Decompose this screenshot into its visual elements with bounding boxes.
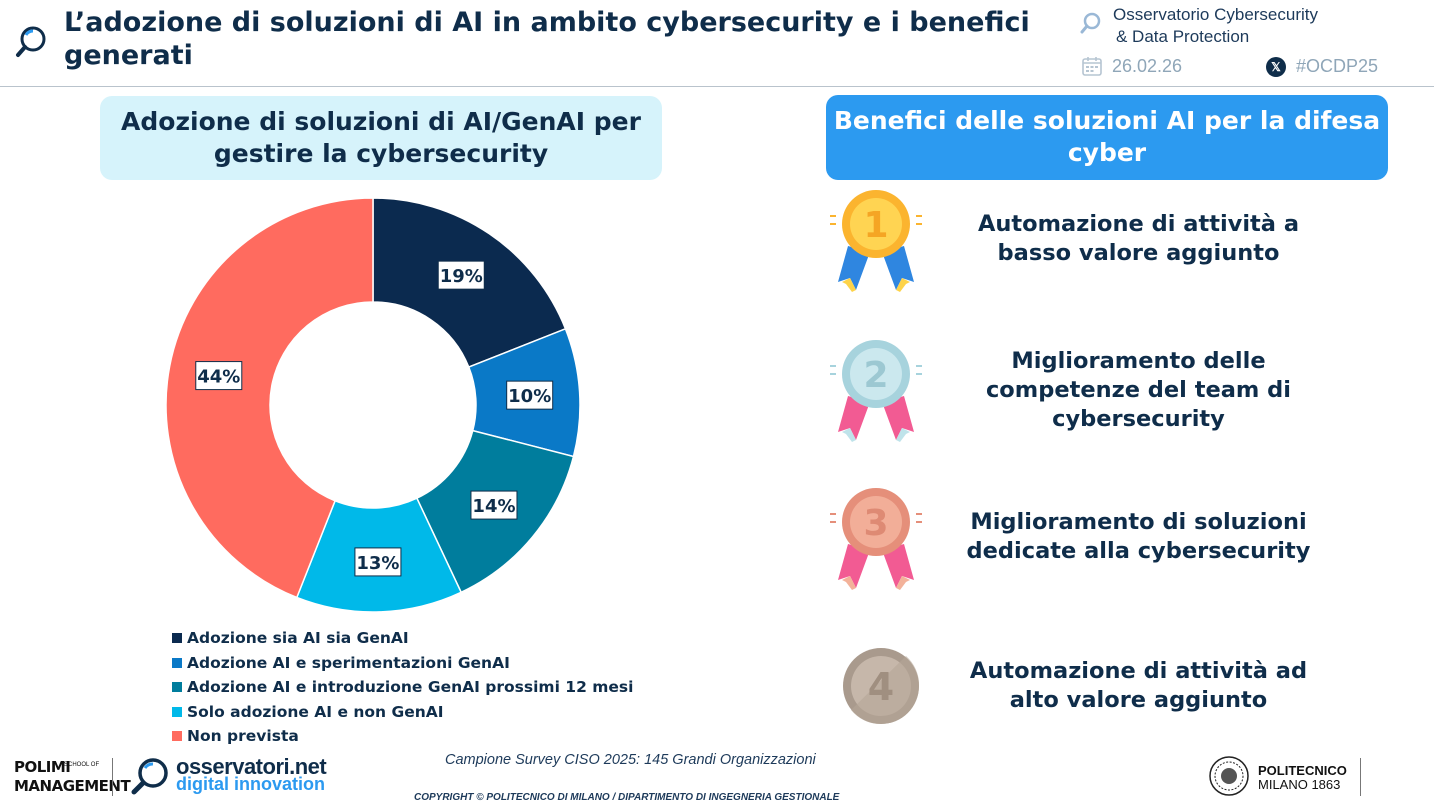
politecnico-name: POLITECNICO (1258, 763, 1347, 778)
legend-swatch (172, 706, 182, 717)
medal-rank-text: 4 (868, 665, 894, 709)
osservatori-sub: digital innovation (176, 774, 325, 794)
slice-label-box (506, 380, 554, 410)
slice-label-3: 14% (470, 490, 518, 520)
copyright-note: COPYRIGHT © POLITECNICO DI MILANO / DIPA… (414, 792, 840, 803)
slice-label-text: 13% (356, 553, 399, 574)
medal-rank-text: 1 (863, 205, 888, 246)
politecnico-city: MILANO 1863 (1258, 777, 1341, 792)
legend-item-2: Adozione AI e sperimentazioni GenAI (172, 651, 633, 676)
benefit-text-1: Automazione di attività a basso valore a… (977, 211, 1300, 266)
calendar-icon (1082, 57, 1102, 76)
polimi-logo: POLIMI SCHOOL OF MANAGEMENT (14, 758, 131, 798)
coin-medal-icon: 4 (843, 648, 920, 725)
legend-item-1: Adozione sia AI sia GenAI (172, 626, 633, 651)
sample-note: Campione Survey CISO 2025: 145 Grandi Or… (445, 752, 816, 768)
polimi-logo-line-1: POLIMI (14, 758, 71, 776)
footer-divider (1360, 758, 1361, 796)
legend-label: Adozione AI e introduzione GenAI prossim… (187, 678, 634, 697)
politecnico-logo: POLITECNICO MILANO 1863 (1208, 755, 1368, 799)
slice-label-5: 44% (195, 361, 243, 391)
legend-item-5: Non prevista (172, 724, 633, 749)
slice-label-text: 44% (197, 367, 240, 388)
legend-label: Non prevista (187, 727, 299, 746)
legend-label: Solo adozione AI e non GenAI (187, 702, 444, 721)
magnifier-logo-icon (16, 26, 46, 57)
politecnico-seal-icon (1209, 756, 1249, 796)
slice-label-text: 10% (508, 386, 551, 407)
observatory-line-1: Osservatorio Cybersecurity (1113, 5, 1319, 24)
event-hashtag: #OCDP25 (1296, 56, 1379, 76)
event-date: 26.02.26 (1112, 56, 1183, 76)
osservatori-name: osservatori.net (176, 754, 327, 779)
donut-slice-5 (165, 197, 374, 599)
page-title: L’adozione di soluzioni di AI in ambito … (64, 7, 1030, 71)
legend-swatch (172, 731, 182, 742)
slice-label-box (195, 361, 243, 391)
slice-label-box (354, 547, 402, 577)
slice-label-4: 13% (354, 547, 402, 577)
osservatori-logo: osservatori.net digital innovation (130, 754, 340, 800)
medal-rank-text: 2 (863, 355, 888, 396)
slice-label-box (470, 490, 518, 520)
polimi-logo-line-2: MANAGEMENT (14, 777, 131, 795)
silver-medal-icon: 2 (830, 340, 922, 442)
slice-label-text: 14% (472, 496, 515, 517)
legend-swatch (172, 682, 182, 693)
gold-medal-icon: 1 (830, 190, 922, 292)
donut-chart: 19% 10% 14% 13% 44% (165, 197, 581, 613)
x-logo-icon: 𝕏 (1266, 57, 1286, 77)
magnifier-icon (1080, 12, 1101, 34)
legend-swatch (172, 657, 182, 668)
polimi-logo-sub: SCHOOL OF (64, 762, 100, 768)
slice-label-box (437, 260, 485, 290)
bronze-medal-icon: 3 (830, 488, 922, 590)
legend-label: Adozione sia AI sia GenAI (187, 629, 409, 648)
slice-label-text: 19% (440, 266, 483, 287)
medal-rank-text: 3 (863, 503, 888, 544)
legend-swatch (172, 633, 182, 644)
magnifier-icon (131, 758, 168, 795)
legend-label: Adozione AI e sperimentazioni GenAI (187, 653, 510, 672)
observatory-line-2: & Data Protection (1116, 27, 1250, 46)
benefits-title: Benefici delle soluzioni AI per la difes… (826, 95, 1388, 180)
observatory-name: Osservatorio Cybersecurity & Data Protec… (1113, 4, 1413, 48)
footer-divider (112, 758, 113, 796)
header-divider (0, 86, 1434, 87)
legend-item-3: Adozione AI e introduzione GenAI prossim… (172, 675, 633, 700)
donut-labels: 19% 10% 14% 13% 44% (195, 260, 554, 577)
benefit-text-3: Miglioramento di soluzioni dedicate alla… (966, 509, 1311, 564)
chart-title: Adozione di soluzioni di AI/GenAI per ge… (100, 96, 662, 180)
chart-legend: Adozione sia AI sia GenAI Adozione AI e s… (172, 626, 633, 749)
slice-label-1: 19% (437, 260, 485, 290)
slice-label-2: 10% (506, 380, 554, 410)
benefit-text-2: Miglioramento delle competenze del team … (985, 348, 1292, 432)
benefit-text-4: Automazione di attività ad alto valore a… (969, 658, 1308, 713)
legend-item-4: Solo adozione AI e non GenAI (172, 700, 633, 725)
